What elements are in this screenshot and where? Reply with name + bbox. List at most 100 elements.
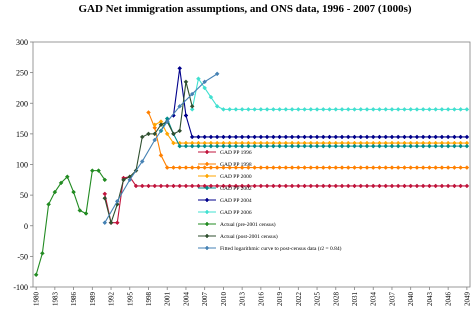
data-point [395,107,401,112]
data-point [377,165,382,170]
data-point [208,165,214,170]
data-point [345,165,351,170]
data-point [320,143,326,149]
data-point [414,107,420,112]
data-point [295,143,301,149]
data-point [389,143,395,149]
x-tick-label: 2019 [276,292,284,307]
data-point [308,165,314,170]
data-point [420,143,426,149]
data-point [227,107,233,112]
data-point [221,165,226,170]
data-point [314,107,320,112]
data-point [458,143,463,149]
data-point [364,183,370,189]
data-point [233,107,239,112]
data-point [452,183,457,189]
data-point [427,183,432,189]
x-tick-label: 2001 [164,292,172,307]
data-point [302,143,307,149]
x-tick-label: 2013 [239,292,247,307]
y-tick-label: 150 [16,130,28,139]
y-tick-label: -100 [13,283,28,292]
data-point [395,183,401,189]
data-point [295,165,301,170]
data-point [452,134,457,140]
data-point [320,165,326,170]
x-tick-label: 2022 [295,292,303,307]
legend-label: GAD PP 1996 [220,150,252,156]
data-point [133,183,139,189]
data-point [152,137,158,143]
data-point [370,143,376,149]
data-point [420,183,426,189]
x-tick-label: 2046 [445,292,453,307]
data-point [252,165,257,170]
data-point [158,122,164,128]
data-point [71,189,76,195]
data-point [383,165,389,170]
data-point [452,165,457,170]
data-point [227,183,233,189]
data-point [370,107,376,112]
legend-marker [204,209,210,215]
data-point [289,143,295,149]
data-point [464,183,470,189]
data-point [270,143,276,149]
data-point [221,183,226,189]
data-point [408,165,414,170]
data-point [314,134,320,140]
data-point [464,143,470,149]
data-point [177,143,183,149]
data-point [402,183,407,189]
data-point [445,165,451,170]
legend-marker [204,185,210,191]
data-point [320,183,326,189]
data-point [452,143,457,149]
data-point [364,165,370,170]
series-line [147,112,467,169]
x-tick-label: 2004 [182,292,190,307]
data-point [433,183,439,189]
data-point [345,107,351,112]
data-point [183,165,189,170]
data-point [358,143,364,149]
data-point [445,183,451,189]
data-point [246,183,251,189]
data-point [414,165,420,170]
data-point [189,91,195,97]
data-point [40,250,45,256]
data-point [196,143,201,149]
x-tick-label: 2028 [332,292,340,307]
data-point [258,107,264,112]
data-point [83,211,89,216]
y-tick-label: 50 [20,191,28,200]
x-tick-label: 2031 [351,292,359,307]
legend-label: GAD PP 2002 [220,186,252,192]
data-point [370,134,376,140]
data-point [327,143,332,149]
data-point [339,134,345,140]
data-point [389,134,395,140]
data-point [283,143,289,149]
data-point [246,107,251,112]
data-point [164,119,170,124]
data-point [383,143,389,149]
data-point [383,107,389,112]
data-point [183,113,189,118]
data-point [127,177,133,183]
data-point [202,165,208,170]
y-tick-label: -50 [17,252,28,261]
data-point [239,107,245,112]
legend-marker [204,173,210,179]
data-point [270,107,276,112]
data-point [295,107,301,112]
data-point [264,165,270,170]
data-point [414,143,420,149]
data-point [89,168,95,173]
data-point [402,134,407,140]
data-point [208,134,214,140]
data-point [33,272,39,278]
data-point [146,110,151,115]
chart-title: GAD Net immigration assumptions, and ONS… [78,3,411,15]
